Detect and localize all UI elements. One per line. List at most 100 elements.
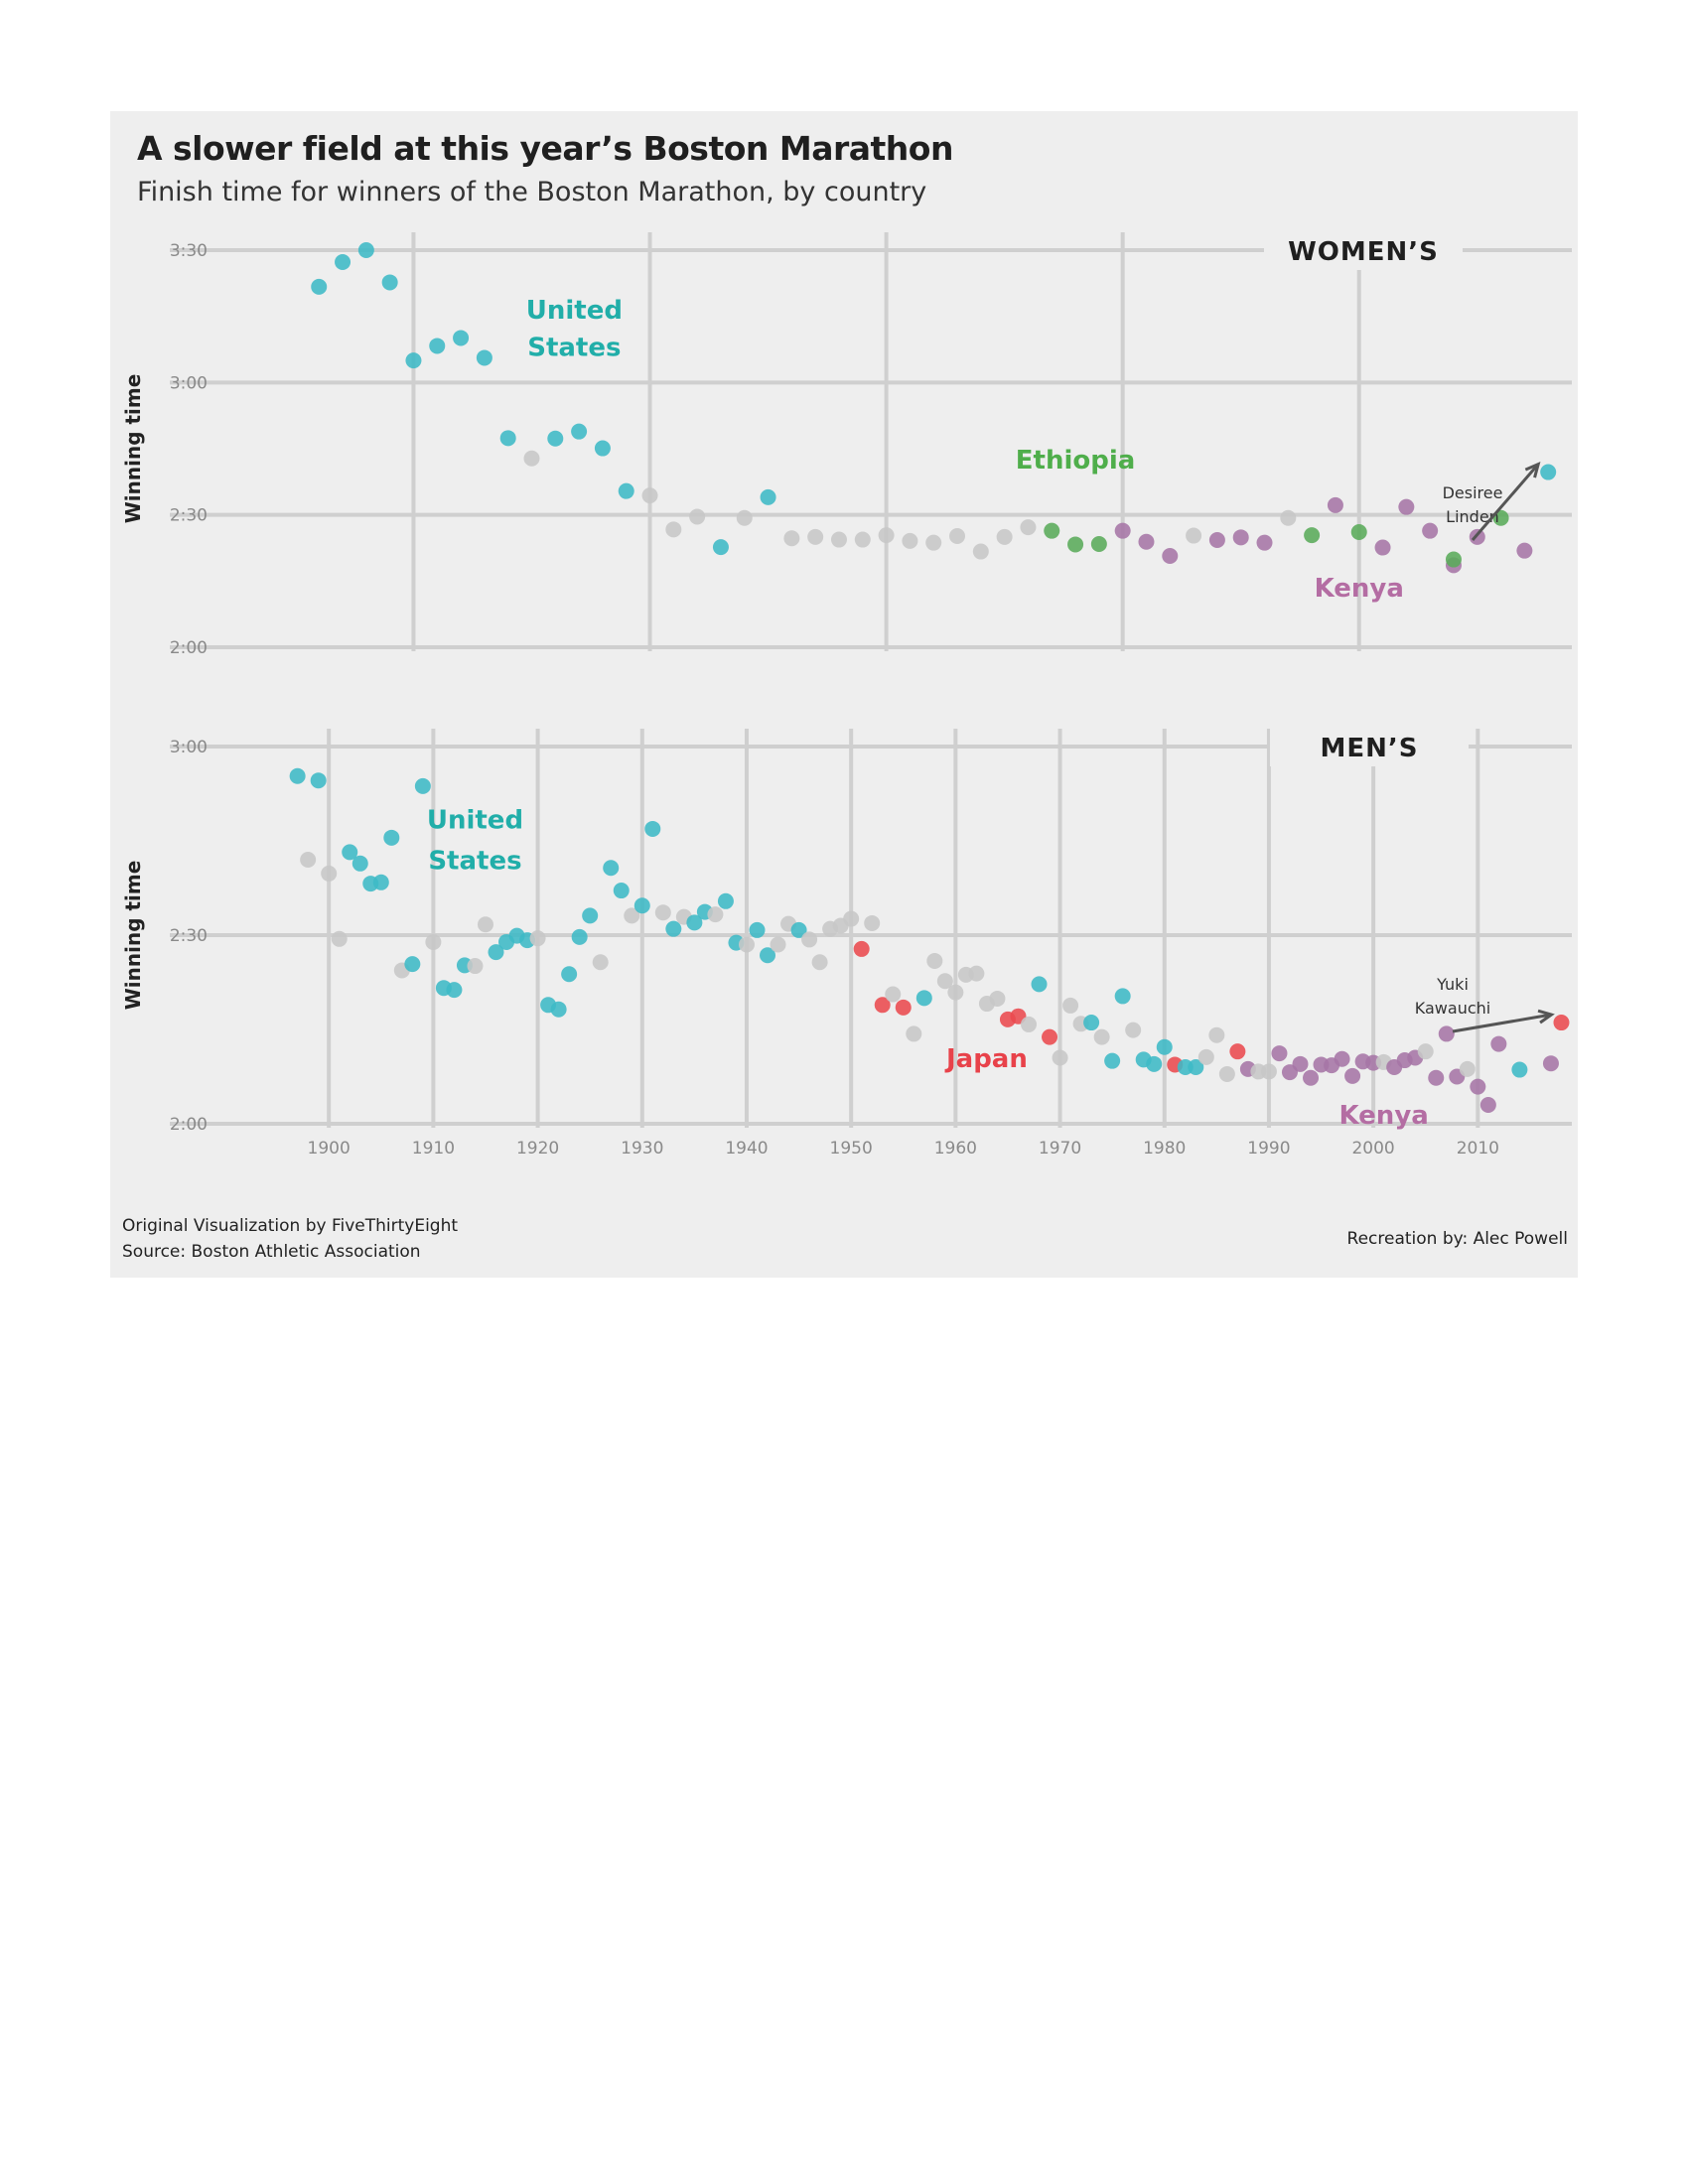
- mens-data-point: [582, 907, 599, 924]
- womens-annotation-text: Linden: [1446, 507, 1499, 526]
- mens-data-point: [968, 965, 985, 982]
- womens-country-label: Ethiopia: [1016, 446, 1136, 476]
- mens-data-point: [310, 772, 327, 789]
- mens-data-point: [790, 921, 807, 938]
- womens-y-axis-title: Winning time: [121, 374, 145, 524]
- mens-x-tick-label: 1970: [1039, 1139, 1081, 1159]
- womens-data-point: [1540, 464, 1557, 480]
- mens-data-point: [686, 914, 703, 931]
- womens-data-point: [1090, 536, 1107, 552]
- mens-data-point: [372, 874, 389, 890]
- mens-data-point: [770, 936, 786, 953]
- mens-data-point: [811, 954, 828, 971]
- mens-data-point: [864, 914, 881, 931]
- mens-data-point: [749, 921, 766, 938]
- womens-data-point: [689, 508, 706, 525]
- mens-x-tick-label: 1960: [934, 1139, 977, 1159]
- mens-data-point: [906, 1025, 922, 1042]
- mens-data-point: [644, 820, 661, 837]
- mens-x-tick-label: 1930: [621, 1139, 663, 1159]
- mens-data-point: [1553, 1015, 1570, 1031]
- mens-data-point: [331, 930, 348, 947]
- source-text: Source: Boston Athletic Association: [122, 1242, 421, 1262]
- womens-data-point: [1020, 519, 1037, 536]
- mens-y-axis-title: Winning time: [121, 861, 145, 1011]
- womens-country-label: Kenya: [1315, 574, 1404, 604]
- womens-annotation-text: Desiree: [1443, 483, 1503, 502]
- womens-data-point: [665, 521, 682, 538]
- mens-data-point: [321, 865, 338, 882]
- womens-data-point: [830, 531, 847, 548]
- womens-panel-label-bg: [1264, 230, 1463, 270]
- mens-x-tick-label: 2010: [1457, 1139, 1499, 1159]
- womens-data-point: [381, 274, 398, 291]
- womens-y-tick-label: 3:30: [170, 241, 208, 261]
- mens-data-point: [404, 956, 421, 973]
- mens-data-point: [467, 958, 484, 975]
- mens-data-point: [571, 928, 588, 945]
- mens-data-point: [874, 997, 891, 1014]
- mens-x-tick-label: 1980: [1143, 1139, 1186, 1159]
- mens-data-point: [1042, 1028, 1058, 1045]
- mens-x-tick-label: 1990: [1247, 1139, 1290, 1159]
- womens-data-point: [1374, 539, 1391, 556]
- mens-data-point: [613, 883, 630, 899]
- mens-data-point: [1428, 1069, 1445, 1086]
- womens-data-point: [760, 488, 776, 505]
- mens-data-point: [1104, 1052, 1121, 1069]
- mens-data-point: [1218, 1065, 1235, 1082]
- womens-data-point: [996, 528, 1013, 545]
- womens-data-point: [641, 487, 658, 504]
- womens-scatter-chart: 197019801990200020102:002:303:003:30Winn…: [121, 230, 1572, 657]
- mens-country-label: States: [428, 847, 521, 877]
- mens-data-point: [885, 986, 902, 1003]
- womens-data-point: [1162, 548, 1179, 564]
- womens-data-point: [854, 531, 871, 548]
- mens-panel-label-bg: [1270, 729, 1469, 766]
- womens-panel-label: WOMEN’S: [1288, 237, 1439, 267]
- mens-data-point: [1479, 1097, 1496, 1113]
- mens-annotation-arrow: [1452, 1013, 1552, 1033]
- womens-data-point: [712, 539, 729, 556]
- womens-data-point: [1350, 524, 1367, 540]
- mens-data-point: [1031, 976, 1048, 993]
- womens-data-point: [1516, 542, 1533, 559]
- mens-data-point: [1208, 1026, 1225, 1043]
- womens-data-point: [1044, 522, 1060, 539]
- mens-country-label: Japan: [944, 1044, 1028, 1074]
- womens-y-tick-label: 2:30: [170, 506, 208, 526]
- mens-data-point: [1303, 1069, 1320, 1086]
- mens-data-point: [1229, 1043, 1246, 1060]
- mens-data-point: [1146, 1055, 1163, 1072]
- mens-data-point: [989, 990, 1006, 1007]
- mens-x-tick-label: 2000: [1351, 1139, 1394, 1159]
- womens-data-point: [1232, 529, 1249, 546]
- recreation-credit: Recreation by: Alec Powell: [1346, 1229, 1568, 1249]
- mens-data-point: [1292, 1055, 1309, 1072]
- chart-title: A slower field at this year’s Boston Mar…: [137, 129, 953, 168]
- credit-text: Original Visualization by FiveThirtyEigh…: [122, 1216, 459, 1236]
- mens-y-tick-label: 2:00: [170, 1115, 208, 1135]
- mens-x-tick-label: 1910: [412, 1139, 455, 1159]
- womens-data-point: [311, 278, 328, 295]
- womens-annotation-arrowhead: [1524, 461, 1541, 478]
- mens-data-point: [342, 844, 358, 861]
- mens-country-label: United: [427, 805, 523, 835]
- mens-data-point: [915, 990, 932, 1007]
- womens-data-point: [902, 532, 918, 549]
- mens-scatter-chart: 1900 1910 1920 1930 1940 1950 1960 1970 1980 1990…: [121, 729, 1572, 1159]
- mens-data-point: [707, 906, 724, 923]
- chart-panel: A slower field at this year’s Boston Mar…: [110, 111, 1578, 1278]
- womens-data-point: [1186, 527, 1202, 544]
- mens-panel-label: MEN’S: [1321, 734, 1419, 763]
- mens-data-point: [801, 931, 818, 948]
- womens-data-point: [476, 349, 492, 366]
- womens-data-point: [783, 530, 800, 547]
- womens-y-tick-label: 2:00: [170, 638, 208, 657]
- mens-data-point: [352, 855, 368, 872]
- womens-y-tick-label: 3:00: [170, 373, 208, 393]
- mens-data-point: [1052, 1049, 1068, 1066]
- mens-data-point: [488, 944, 504, 961]
- mens-data-point: [1156, 1038, 1173, 1055]
- mens-data-point: [760, 947, 776, 964]
